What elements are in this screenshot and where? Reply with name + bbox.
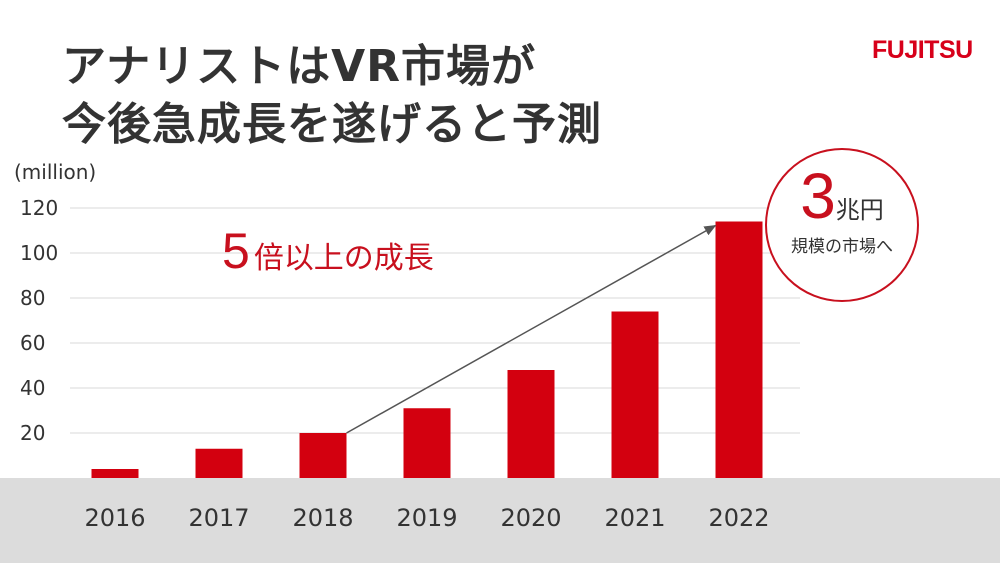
bar-2017 [195,448,243,478]
y-tick-label: 60 [20,331,45,355]
y-axis-unit: (million) [14,160,97,184]
market-size-badge: 3兆円 規模の市場へ [765,148,919,302]
growth-callout: 5 倍以上の成長 [222,222,434,280]
bottom-band [0,478,1000,563]
x-tick-label: 2019 [396,504,457,532]
title-line-2: 今後急成長を遂げると予測 [62,99,602,150]
fujitsu-logo: FUJITSU [872,36,973,64]
page-title: アナリストはVR市場が 今後急成長を遂げると予測 [62,38,602,154]
x-tick-label: 2018 [292,504,353,532]
x-tick-label: 2021 [604,504,665,532]
market-size-number: 3 [800,160,836,232]
bar-2016 [91,469,139,478]
y-tick-label: 20 [20,421,45,445]
market-size-subtitle: 規模の市場へ [791,237,893,257]
x-tick-label: 2017 [188,504,249,532]
y-tick-label: 120 [20,196,58,220]
x-tick-label: 2022 [708,504,769,532]
y-tick-label: 40 [20,376,45,400]
y-tick-label: 100 [20,241,58,265]
bar-2022 [715,221,763,478]
bar-2019 [403,408,451,478]
market-size-unit: 兆円 [835,196,884,224]
bar-2018 [299,433,347,478]
bar-2020 [507,370,555,478]
title-line-1: アナリストはVR市場が [62,41,537,92]
growth-multiplier: 5 [222,223,250,279]
growth-arrow [346,224,717,434]
bar-2021 [611,311,659,478]
x-tick-label: 2016 [84,504,145,532]
growth-text: 倍以上の成長 [253,241,434,276]
y-tick-label: 80 [20,286,45,310]
x-tick-label: 2020 [500,504,561,532]
